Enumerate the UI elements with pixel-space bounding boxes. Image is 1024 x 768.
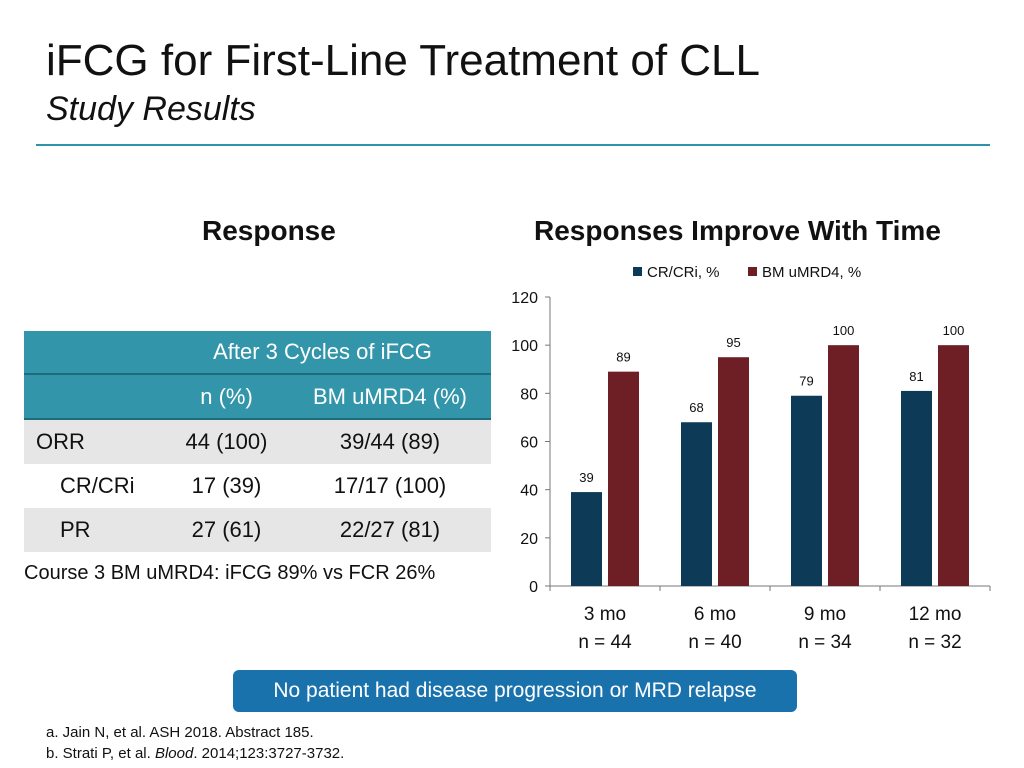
reference-b-authors: b. Strati P, et al. <box>46 745 155 762</box>
data-label: 81 <box>909 369 923 384</box>
x-category-sublabel: n = 40 <box>688 632 741 653</box>
bar <box>938 345 969 586</box>
table-group-header-label: After 3 Cycles of iFCG <box>213 339 432 364</box>
x-category-sublabel: n = 44 <box>578 632 632 653</box>
bar <box>901 390 932 586</box>
reference-b-citation: . 2014;123:3727-3732. <box>193 745 345 762</box>
data-label: 68 <box>689 400 703 415</box>
slide-title: iFCG for First-Line Treatment of CLL <box>46 36 760 85</box>
row-mrd-value: 22/27 (81) <box>339 517 441 542</box>
table-column-header-row: n (%) BM uMRD4 (%) <box>24 375 491 420</box>
x-category-label: 12 mo <box>909 604 962 625</box>
chart-heading: Responses Improve With Time <box>534 215 941 246</box>
x-category-label: 6 mo <box>694 604 736 625</box>
x-category-label: 3 mo <box>584 604 626 625</box>
legend-label: BM uMRD4, % <box>762 264 861 281</box>
legend-label: CR/CRi, % <box>647 264 720 281</box>
data-label: 89 <box>616 350 630 365</box>
x-category-label: 9 mo <box>804 604 846 625</box>
x-category-sublabel: n = 32 <box>908 632 961 653</box>
slide-subtitle: Study Results <box>46 90 256 128</box>
data-label: 79 <box>799 374 813 389</box>
references: a. Jain N, et al. ASH 2018. Abstract 185… <box>46 722 344 764</box>
data-label: 100 <box>833 323 855 338</box>
y-tick-label: 80 <box>520 386 538 403</box>
column-header-n: n (%) <box>200 383 253 409</box>
column-header-mrd: BM uMRD4 (%) <box>312 383 467 409</box>
legend-swatch <box>748 267 757 276</box>
response-bar-chart: 0 20 40 60 80 100 120 39 89 3 mo n = 44 68 95 6 mo n =… <box>511 264 991 653</box>
y-tick-label: 40 <box>520 483 538 500</box>
row-mrd-value: 17/17 (100) <box>333 473 447 498</box>
row-n-value: 44 (100) <box>185 429 268 454</box>
legend-swatch <box>633 267 642 276</box>
title-divider <box>36 144 990 146</box>
data-label: 100 <box>943 323 965 338</box>
row-label: ORR <box>36 429 85 454</box>
row-label: CR/CRi <box>60 473 135 498</box>
bar <box>608 371 639 586</box>
table-row: CR/CRi 17 (39) 17/17 (100) <box>24 464 491 508</box>
bar <box>681 422 712 586</box>
y-tick-label: 120 <box>511 290 538 307</box>
reference-b-journal: Blood <box>154 745 194 762</box>
x-category-sublabel: n = 34 <box>798 632 852 653</box>
response-table: After 3 Cycles of iFCG n (%) BM uMRD4 (%… <box>24 331 491 552</box>
bar <box>791 395 822 586</box>
bar <box>828 345 859 586</box>
data-label: 95 <box>726 335 740 350</box>
y-tick-label: 100 <box>511 338 538 355</box>
response-heading: Response <box>202 215 336 246</box>
reference-b: b. Strati P, et al. Blood. 2014;123:3727… <box>46 743 344 764</box>
row-mrd-value: 39/44 (89) <box>339 429 441 454</box>
table-row: PR 27 (61) 22/27 (81) <box>24 508 491 552</box>
y-tick-label: 60 <box>520 435 538 452</box>
row-n-value: 27 (61) <box>191 517 262 542</box>
bar <box>571 492 602 586</box>
row-n-value: 17 (39) <box>191 473 262 498</box>
bar <box>718 357 749 586</box>
table-row: ORR 44 (100) 39/44 (89) <box>24 420 491 464</box>
y-tick-label: 0 <box>529 579 538 596</box>
key-finding-banner: No patient had disease progression or MR… <box>233 670 797 712</box>
row-label: PR <box>60 517 91 542</box>
data-label: 39 <box>579 470 593 485</box>
reference-a: a. Jain N, et al. ASH 2018. Abstract 185… <box>46 724 314 741</box>
table-group-header: After 3 Cycles of iFCG <box>24 331 491 375</box>
y-tick-label: 20 <box>520 531 538 548</box>
table-footnote: Course 3 BM uMRD4: iFCG 89% vs FCR 26% <box>24 562 436 584</box>
